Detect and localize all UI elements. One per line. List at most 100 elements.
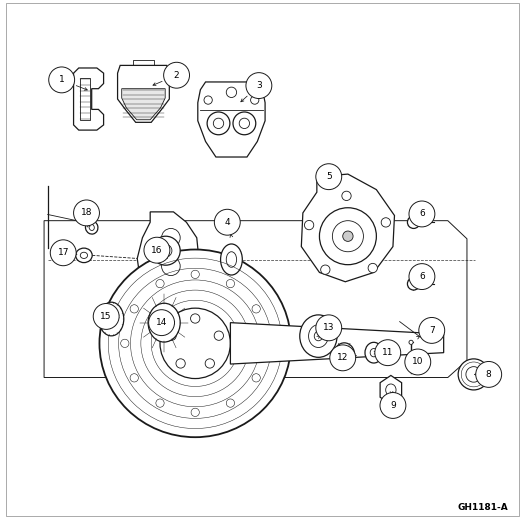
Ellipse shape — [220, 244, 243, 275]
Circle shape — [375, 340, 401, 365]
Text: 5: 5 — [326, 172, 332, 181]
Ellipse shape — [76, 248, 92, 263]
Text: 15: 15 — [100, 312, 112, 321]
Circle shape — [316, 315, 342, 341]
Text: 10: 10 — [412, 358, 424, 366]
Text: 6: 6 — [419, 272, 425, 281]
Circle shape — [343, 231, 353, 241]
Circle shape — [419, 318, 445, 344]
Circle shape — [74, 200, 99, 226]
Circle shape — [50, 240, 76, 266]
Circle shape — [476, 361, 501, 387]
Circle shape — [458, 359, 489, 390]
Circle shape — [466, 366, 481, 382]
Circle shape — [316, 163, 342, 189]
Circle shape — [214, 331, 224, 340]
Circle shape — [252, 305, 260, 313]
Circle shape — [130, 305, 139, 313]
Text: 9: 9 — [390, 401, 396, 410]
Text: 14: 14 — [156, 318, 167, 327]
Ellipse shape — [148, 303, 180, 342]
Text: 4: 4 — [225, 218, 230, 227]
Circle shape — [304, 221, 314, 230]
Circle shape — [330, 345, 355, 371]
Ellipse shape — [365, 343, 383, 363]
Circle shape — [121, 339, 129, 348]
Circle shape — [250, 96, 259, 104]
Polygon shape — [80, 78, 90, 120]
Circle shape — [162, 257, 180, 276]
Circle shape — [252, 374, 260, 382]
Ellipse shape — [106, 311, 117, 327]
Circle shape — [405, 349, 430, 375]
Polygon shape — [122, 89, 165, 120]
Text: 1: 1 — [59, 75, 65, 85]
Circle shape — [261, 339, 270, 348]
Circle shape — [191, 270, 200, 279]
Circle shape — [160, 308, 230, 378]
Text: 7: 7 — [429, 326, 435, 335]
Circle shape — [93, 304, 119, 330]
Polygon shape — [198, 82, 265, 157]
Circle shape — [204, 96, 212, 104]
Circle shape — [207, 112, 230, 135]
Circle shape — [226, 279, 235, 288]
Circle shape — [461, 362, 486, 387]
Text: 17: 17 — [57, 248, 69, 257]
Circle shape — [409, 264, 435, 290]
Polygon shape — [230, 323, 444, 364]
Ellipse shape — [334, 343, 354, 366]
Ellipse shape — [99, 302, 124, 336]
Circle shape — [176, 359, 185, 368]
Text: 6: 6 — [419, 210, 425, 218]
Text: 13: 13 — [323, 323, 334, 332]
Circle shape — [342, 191, 351, 200]
Text: 12: 12 — [337, 353, 349, 362]
Ellipse shape — [156, 312, 172, 333]
Circle shape — [156, 279, 164, 288]
Text: 8: 8 — [486, 370, 491, 379]
Circle shape — [380, 392, 406, 418]
Circle shape — [167, 331, 176, 340]
Circle shape — [239, 118, 249, 129]
Ellipse shape — [226, 252, 237, 267]
Ellipse shape — [314, 332, 322, 341]
Circle shape — [368, 263, 377, 272]
Polygon shape — [380, 375, 402, 404]
Polygon shape — [137, 212, 198, 292]
Circle shape — [226, 87, 237, 98]
Ellipse shape — [370, 349, 377, 357]
Ellipse shape — [89, 224, 94, 230]
Ellipse shape — [99, 250, 291, 437]
Circle shape — [407, 278, 420, 290]
Ellipse shape — [309, 325, 328, 348]
Circle shape — [164, 62, 190, 88]
Ellipse shape — [80, 252, 88, 258]
Polygon shape — [118, 65, 170, 122]
Ellipse shape — [300, 315, 337, 357]
Circle shape — [407, 216, 420, 228]
Circle shape — [162, 228, 180, 247]
Circle shape — [151, 236, 180, 265]
Circle shape — [149, 310, 174, 336]
Text: 3: 3 — [256, 81, 262, 90]
Polygon shape — [74, 68, 103, 130]
Circle shape — [226, 399, 235, 407]
Polygon shape — [301, 174, 394, 282]
Text: 16: 16 — [151, 245, 163, 255]
Circle shape — [130, 374, 139, 382]
Circle shape — [381, 218, 391, 227]
Circle shape — [191, 314, 200, 323]
Circle shape — [214, 209, 240, 235]
Ellipse shape — [86, 221, 98, 234]
Circle shape — [160, 244, 172, 257]
Circle shape — [321, 265, 330, 275]
Circle shape — [332, 221, 363, 252]
Circle shape — [191, 408, 200, 416]
Ellipse shape — [386, 384, 396, 396]
Circle shape — [205, 359, 215, 368]
Circle shape — [144, 237, 170, 263]
Text: GH1181-A: GH1181-A — [458, 503, 508, 512]
Circle shape — [319, 208, 376, 265]
Text: 18: 18 — [81, 209, 92, 217]
